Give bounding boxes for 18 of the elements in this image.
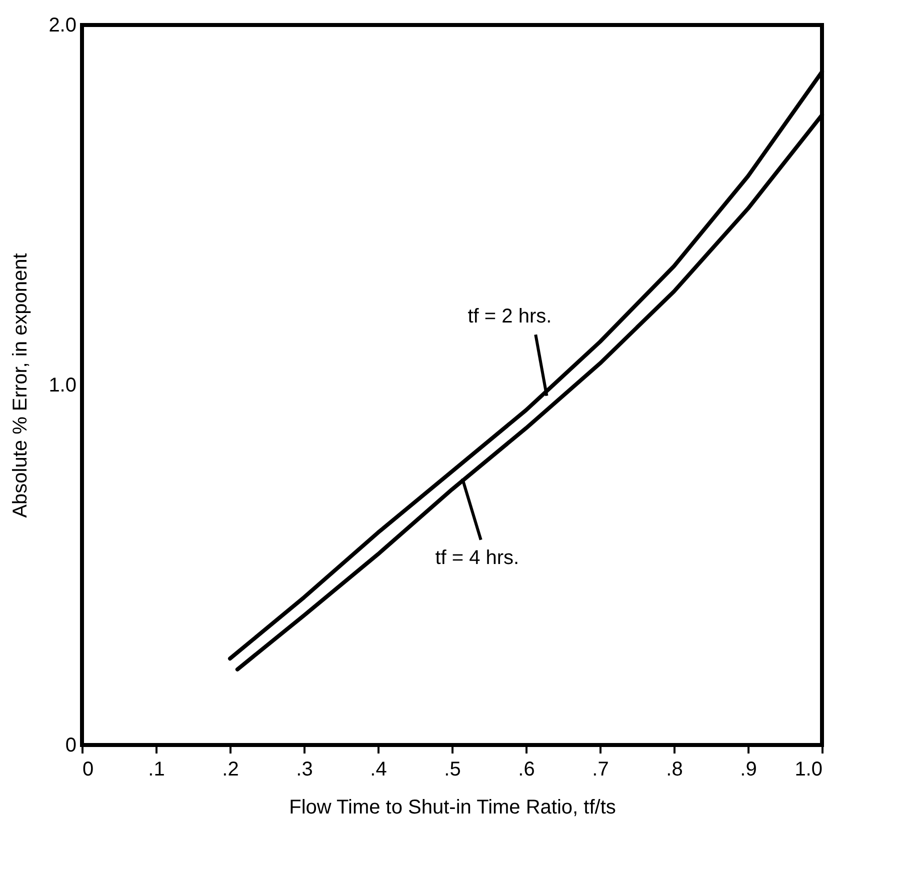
x-tick-label: .5 [444, 758, 461, 780]
y-tick-label: 2.0 [48, 14, 76, 36]
x-tick-label: 0 [82, 758, 94, 780]
x-axis-title: Flow Time to Shut-in Time Ratio, tf/ts [289, 796, 616, 818]
x-tick-label: 1.0 [794, 758, 822, 780]
annotation: tf = 4 hrs. [435, 546, 520, 569]
x-tick-label: .3 [296, 758, 313, 780]
y-axis-title: Absolute % Error, in exponent [10, 252, 32, 518]
x-tick-label: .9 [740, 758, 757, 780]
x-tick-label: .6 [518, 758, 535, 780]
x-tick-label: .7 [592, 758, 609, 780]
x-tick-label: .8 [666, 758, 683, 780]
x-tick-label: .2 [222, 758, 239, 780]
x-tick-label: .1 [148, 758, 165, 780]
y-tick-label: 1.0 [48, 374, 76, 396]
x-tick-label: .4 [370, 758, 387, 780]
annotation: tf = 2 hrs. [468, 306, 552, 328]
y-tick-label: 0 [65, 734, 76, 756]
